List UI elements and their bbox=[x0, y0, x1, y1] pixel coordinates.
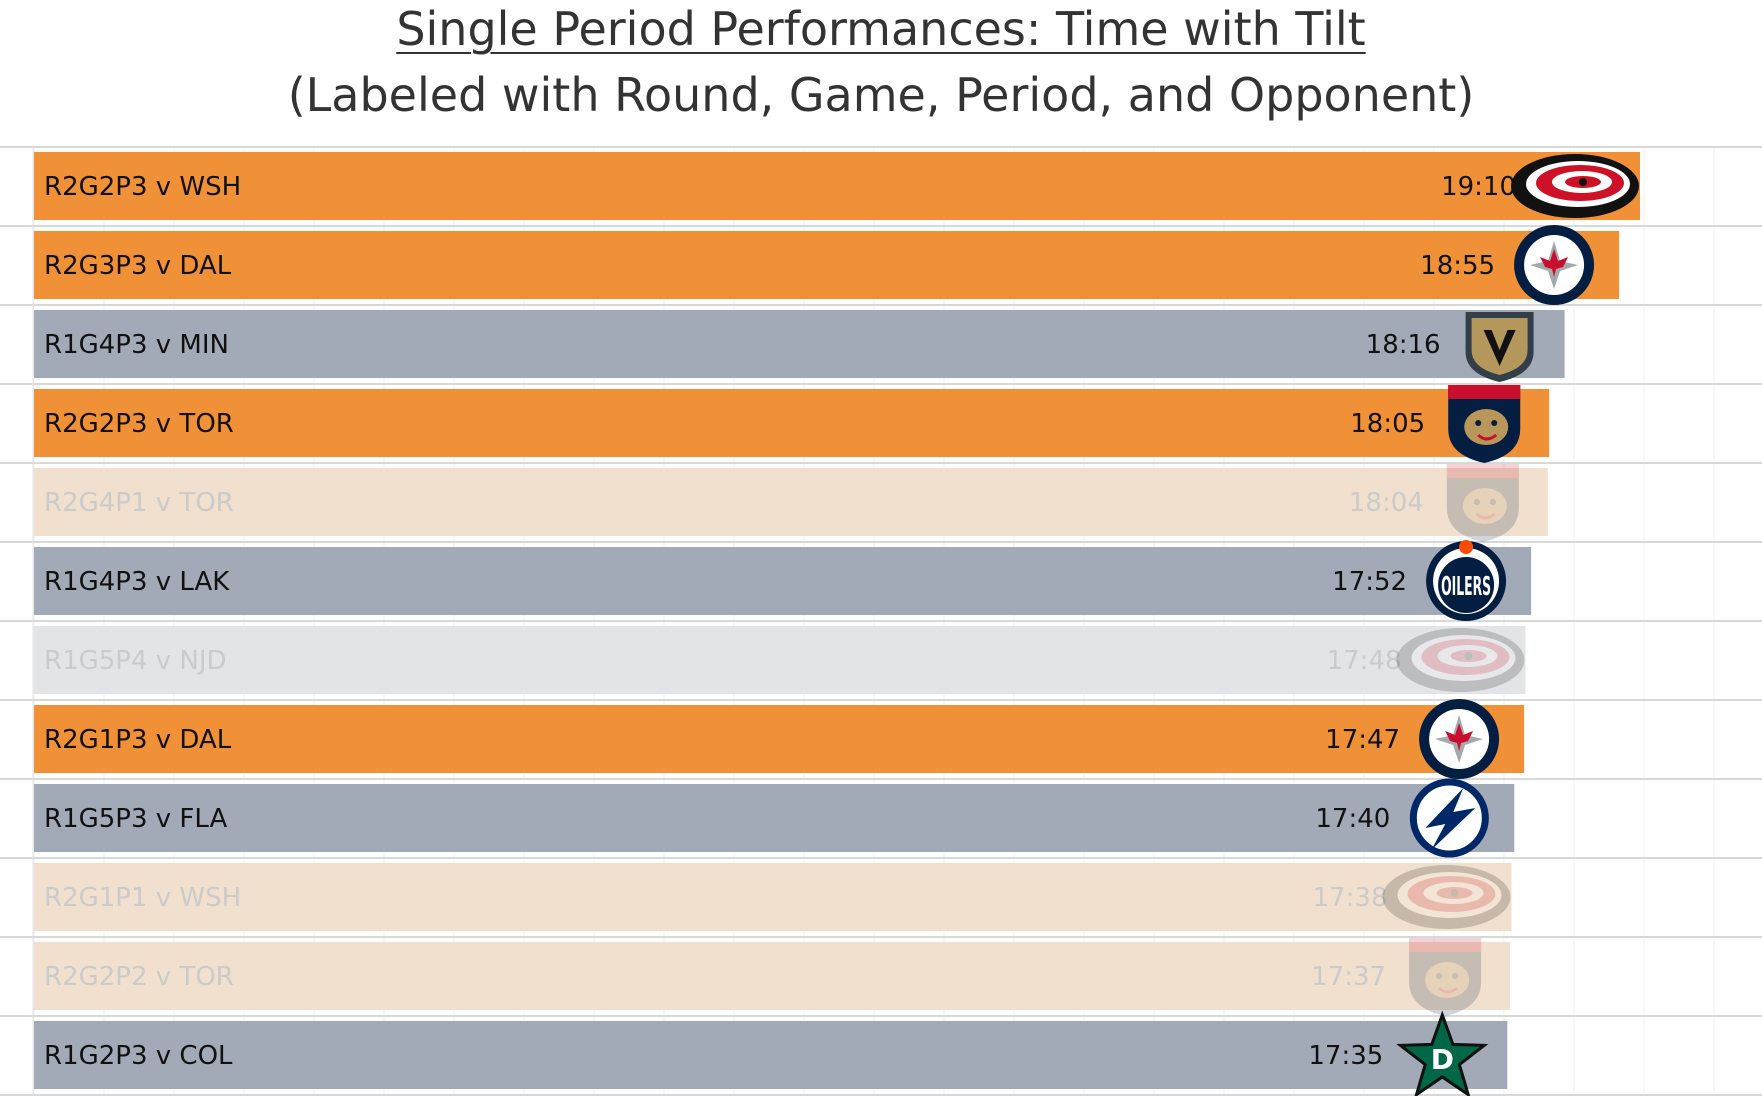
value-label: 17:48 bbox=[1327, 646, 1402, 676]
value-label: 18:16 bbox=[1366, 330, 1441, 360]
category-label: R1G5P3 v FLA bbox=[44, 804, 227, 834]
bar bbox=[34, 468, 1548, 536]
value-label: 17:47 bbox=[1325, 725, 1400, 755]
golden-knights-logo bbox=[1465, 312, 1534, 382]
category-label: R2G2P2 v TOR bbox=[44, 962, 234, 992]
category-label: R2G2P3 v TOR bbox=[44, 409, 234, 439]
lightning-logo bbox=[1409, 778, 1489, 858]
svg-text:D: D bbox=[1431, 1043, 1454, 1076]
category-label: R1G2P3 v COL bbox=[44, 1041, 233, 1071]
grid bbox=[0, 146, 1762, 1096]
jets-logo bbox=[1514, 225, 1595, 305]
value-label: 17:40 bbox=[1315, 804, 1390, 834]
bar bbox=[34, 389, 1550, 457]
bar bbox=[34, 863, 1512, 931]
hurricanes-logo bbox=[1382, 865, 1511, 929]
bar-row: R2G2P2 v TOR 17:37 bbox=[34, 938, 1511, 1016]
value-label: 19:10 bbox=[1441, 172, 1516, 202]
bar-row: R1G4P3 v MIN 18:16 bbox=[34, 310, 1565, 382]
value-label: 17:37 bbox=[1311, 962, 1386, 992]
chart-title: Single Period Performances: Time with Ti… bbox=[396, 2, 1366, 56]
value-label: 17:52 bbox=[1332, 567, 1407, 597]
bar bbox=[34, 942, 1511, 1010]
stars-logo: D bbox=[1396, 1010, 1489, 1096]
value-label: 17:38 bbox=[1313, 883, 1388, 913]
bar-row: R2G2P3 v WSH 19:10 bbox=[34, 152, 1640, 220]
category-label: R1G5P4 v NJD bbox=[44, 646, 227, 676]
bar bbox=[34, 310, 1565, 378]
svg-text:OILERS: OILERS bbox=[1441, 572, 1491, 602]
bar-row: R1G5P3 v FLA 17:40 bbox=[34, 778, 1515, 858]
bar bbox=[34, 152, 1640, 220]
bar bbox=[34, 784, 1515, 852]
value-label: 18:55 bbox=[1420, 251, 1495, 281]
bar-row: R2G2P3 v TOR 18:05 bbox=[34, 385, 1550, 463]
value-label: 17:35 bbox=[1308, 1041, 1383, 1071]
bar bbox=[34, 626, 1526, 694]
panthers-logo bbox=[1409, 938, 1482, 1016]
jets-logo bbox=[1419, 699, 1500, 779]
chart-subtitle: (Labeled with Round, Game, Period, and O… bbox=[287, 68, 1475, 122]
oilers-logo: OILERS bbox=[1426, 540, 1507, 621]
category-label: R2G1P3 v DAL bbox=[44, 725, 232, 755]
bar-row: R1G4P3 v LAK 17:52 OILERS bbox=[34, 540, 1532, 621]
bar bbox=[34, 547, 1532, 615]
bar-row: R2G1P1 v WSH 17:38 bbox=[34, 863, 1512, 931]
bar bbox=[34, 231, 1620, 299]
bar-row: R1G2P3 v COL 17:35 D bbox=[34, 1010, 1508, 1096]
bar bbox=[34, 1021, 1508, 1089]
category-label: R1G4P3 v LAK bbox=[44, 567, 230, 597]
panthers-logo bbox=[1448, 385, 1521, 463]
category-label: R1G4P3 v MIN bbox=[44, 330, 229, 360]
category-label: R2G2P3 v WSH bbox=[44, 172, 241, 202]
panthers-logo bbox=[1446, 464, 1519, 542]
category-label: R2G3P3 v DAL bbox=[44, 251, 232, 281]
value-label: 18:04 bbox=[1349, 488, 1424, 518]
value-label: 18:05 bbox=[1350, 409, 1425, 439]
category-label: R2G4P1 v TOR bbox=[44, 488, 234, 518]
category-label: R2G1P1 v WSH bbox=[44, 883, 241, 913]
hurricanes-logo bbox=[1396, 628, 1525, 692]
bars: R2G2P3 v WSH 19:10 R2G3P3 v DAL 18:55 R1G4P3… bbox=[34, 152, 1640, 1096]
bar-row: R2G1P3 v DAL 17:47 bbox=[34, 699, 1525, 779]
bar-row: R1G5P4 v NJD 17:48 bbox=[34, 626, 1526, 694]
bar bbox=[34, 705, 1525, 773]
bar-row: R2G3P3 v DAL 18:55 bbox=[34, 225, 1620, 305]
bar-row: R2G4P1 v TOR 18:04 bbox=[34, 464, 1548, 542]
hurricanes-logo bbox=[1511, 154, 1639, 218]
